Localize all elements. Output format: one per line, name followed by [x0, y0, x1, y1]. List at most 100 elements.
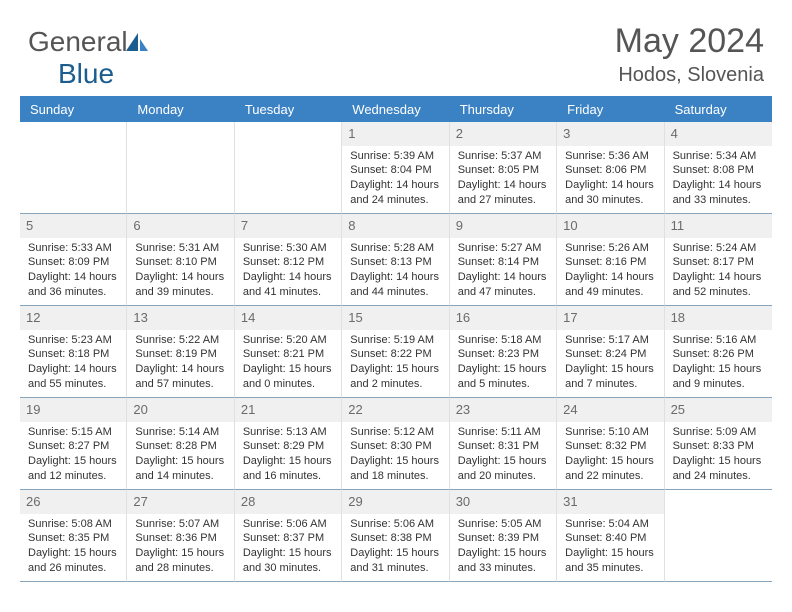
daylight-text: Daylight: 14 hours and 49 minutes.: [565, 270, 657, 300]
daylight-text: Daylight: 14 hours and 36 minutes.: [28, 270, 120, 300]
calendar-cell: 20Sunrise: 5:14 AMSunset: 8:28 PMDayligh…: [127, 398, 234, 490]
daylight-text: Daylight: 14 hours and 52 minutes.: [673, 270, 766, 300]
daylight-text: Daylight: 14 hours and 47 minutes.: [458, 270, 550, 300]
sunset-text: Sunset: 8:31 PM: [458, 439, 550, 454]
sunset-text: Sunset: 8:40 PM: [565, 531, 657, 546]
sunset-text: Sunset: 8:14 PM: [458, 255, 550, 270]
logo: General Blue: [28, 26, 150, 90]
calendar-cell: .: [20, 122, 127, 214]
sunrise-text: Sunrise: 5:22 AM: [135, 333, 227, 348]
logo-sail-icon: [124, 31, 150, 53]
calendar-cell: 10Sunrise: 5:26 AMSunset: 8:16 PMDayligh…: [557, 214, 664, 306]
day-number: 13: [127, 306, 233, 330]
calendar-cell: 4Sunrise: 5:34 AMSunset: 8:08 PMDaylight…: [665, 122, 772, 214]
sunrise-text: Sunrise: 5:26 AM: [565, 241, 657, 256]
calendar-cell: .: [665, 490, 772, 582]
daylight-text: Daylight: 14 hours and 30 minutes.: [565, 178, 657, 208]
day-number: 30: [450, 490, 556, 514]
logo-text-1: General: [28, 26, 128, 57]
sunrise-text: Sunrise: 5:10 AM: [565, 425, 657, 440]
sunset-text: Sunset: 8:18 PM: [28, 347, 120, 362]
sunset-text: Sunset: 8:29 PM: [243, 439, 335, 454]
sunrise-text: Sunrise: 5:11 AM: [458, 425, 550, 440]
sunset-text: Sunset: 8:10 PM: [135, 255, 227, 270]
daylight-text: Daylight: 14 hours and 44 minutes.: [350, 270, 442, 300]
daylight-text: Daylight: 15 hours and 18 minutes.: [350, 454, 442, 484]
calendar-cell: .: [235, 122, 342, 214]
calendar-cell: 24Sunrise: 5:10 AMSunset: 8:32 PMDayligh…: [557, 398, 664, 490]
calendar-cell: 11 Sunrise: 5:24 AMSunset: 8:17 PMDayligh…: [665, 214, 772, 306]
sunrise-text: Sunrise: 5:04 AM: [565, 517, 657, 532]
calendar-cell: 9Sunrise: 5:27 AMSunset: 8:14 PMDaylight…: [450, 214, 557, 306]
sunrise-text: Sunrise: 5:23 AM: [28, 333, 120, 348]
sunrise-text: Sunrise: 5:33 AM: [28, 241, 120, 256]
calendar-cell: 14Sunrise: 5:20 AMSunset: 8:21 PMDayligh…: [235, 306, 342, 398]
weekday-tuesday: Tuesday: [235, 96, 342, 122]
sunset-text: Sunset: 8:05 PM: [458, 163, 550, 178]
sunset-text: Sunset: 8:32 PM: [565, 439, 657, 454]
logo-text-2: Blue: [58, 58, 114, 89]
weekday-monday: Monday: [127, 96, 234, 122]
daylight-text: Daylight: 15 hours and 31 minutes.: [350, 546, 442, 576]
sunrise-text: Sunrise: 5:08 AM: [28, 517, 120, 532]
sunset-text: Sunset: 8:26 PM: [673, 347, 766, 362]
sunrise-text: Sunrise: 5:34 AM: [673, 149, 766, 164]
header: General Blue May 2024 Hodos, Slovenia: [20, 18, 772, 90]
sunrise-text: Sunrise: 5:19 AM: [350, 333, 442, 348]
sunset-text: Sunset: 8:23 PM: [458, 347, 550, 362]
day-number: 16: [450, 306, 556, 330]
location-text: Hodos, Slovenia: [618, 64, 764, 87]
day-number: 15: [342, 306, 448, 330]
daylight-text: Daylight: 15 hours and 30 minutes.: [243, 546, 335, 576]
day-number: 18: [665, 306, 772, 330]
calendar-cell: 29Sunrise: 5:06 AMSunset: 8:38 PMDayligh…: [342, 490, 449, 582]
calendar-cell: 26Sunrise: 5:08 AMSunset: 8:35 PMDayligh…: [20, 490, 127, 582]
day-number: 11: [665, 214, 772, 238]
day-number: 29: [342, 490, 448, 514]
calendar-cell: .: [127, 122, 234, 214]
day-number: 2: [450, 122, 556, 146]
sunrise-text: Sunrise: 5:06 AM: [243, 517, 335, 532]
daylight-text: Daylight: 14 hours and 27 minutes.: [458, 178, 550, 208]
day-number: 23: [450, 398, 556, 422]
sunset-text: Sunset: 8:06 PM: [565, 163, 657, 178]
daylight-text: Daylight: 15 hours and 14 minutes.: [135, 454, 227, 484]
daylight-text: Daylight: 14 hours and 55 minutes.: [28, 362, 120, 392]
sunset-text: Sunset: 8:38 PM: [350, 531, 442, 546]
sunrise-text: Sunrise: 5:30 AM: [243, 241, 335, 256]
sunset-text: Sunset: 8:17 PM: [673, 255, 766, 270]
day-number: 1: [342, 122, 448, 146]
day-number: 25: [665, 398, 772, 422]
weekday-sunday: Sunday: [20, 96, 127, 122]
sunrise-text: Sunrise: 5:27 AM: [458, 241, 550, 256]
daylight-text: Daylight: 15 hours and 9 minutes.: [673, 362, 766, 392]
weekday-thursday: Thursday: [450, 96, 557, 122]
sunset-text: Sunset: 8:08 PM: [673, 163, 766, 178]
calendar-cell: 7Sunrise: 5:30 AMSunset: 8:12 PMDaylight…: [235, 214, 342, 306]
daylight-text: Daylight: 15 hours and 28 minutes.: [135, 546, 227, 576]
daylight-text: Daylight: 15 hours and 7 minutes.: [565, 362, 657, 392]
sunrise-text: Sunrise: 5:28 AM: [350, 241, 442, 256]
sunset-text: Sunset: 8:37 PM: [243, 531, 335, 546]
sunset-text: Sunset: 8:13 PM: [350, 255, 442, 270]
day-number: 21: [235, 398, 341, 422]
daylight-text: Daylight: 14 hours and 24 minutes.: [350, 178, 442, 208]
daylight-text: Daylight: 15 hours and 20 minutes.: [458, 454, 550, 484]
daylight-text: Daylight: 15 hours and 16 minutes.: [243, 454, 335, 484]
calendar-cell: 3Sunrise: 5:36 AMSunset: 8:06 PMDaylight…: [557, 122, 664, 214]
calendar-cell: 17Sunrise: 5:17 AMSunset: 8:24 PMDayligh…: [557, 306, 664, 398]
sunrise-text: Sunrise: 5:13 AM: [243, 425, 335, 440]
sunrise-text: Sunrise: 5:24 AM: [673, 241, 766, 256]
calendar-cell: 28Sunrise: 5:06 AMSunset: 8:37 PMDayligh…: [235, 490, 342, 582]
day-number: 8: [342, 214, 448, 238]
calendar-cell: 15Sunrise: 5:19 AMSunset: 8:22 PMDayligh…: [342, 306, 449, 398]
day-number: 4: [665, 122, 772, 146]
daylight-text: Daylight: 15 hours and 26 minutes.: [28, 546, 120, 576]
sunset-text: Sunset: 8:33 PM: [673, 439, 766, 454]
sunset-text: Sunset: 8:09 PM: [28, 255, 120, 270]
sunset-text: Sunset: 8:36 PM: [135, 531, 227, 546]
daylight-text: Daylight: 15 hours and 5 minutes.: [458, 362, 550, 392]
sunset-text: Sunset: 8:16 PM: [565, 255, 657, 270]
sunset-text: Sunset: 8:30 PM: [350, 439, 442, 454]
day-number: 19: [20, 398, 126, 422]
